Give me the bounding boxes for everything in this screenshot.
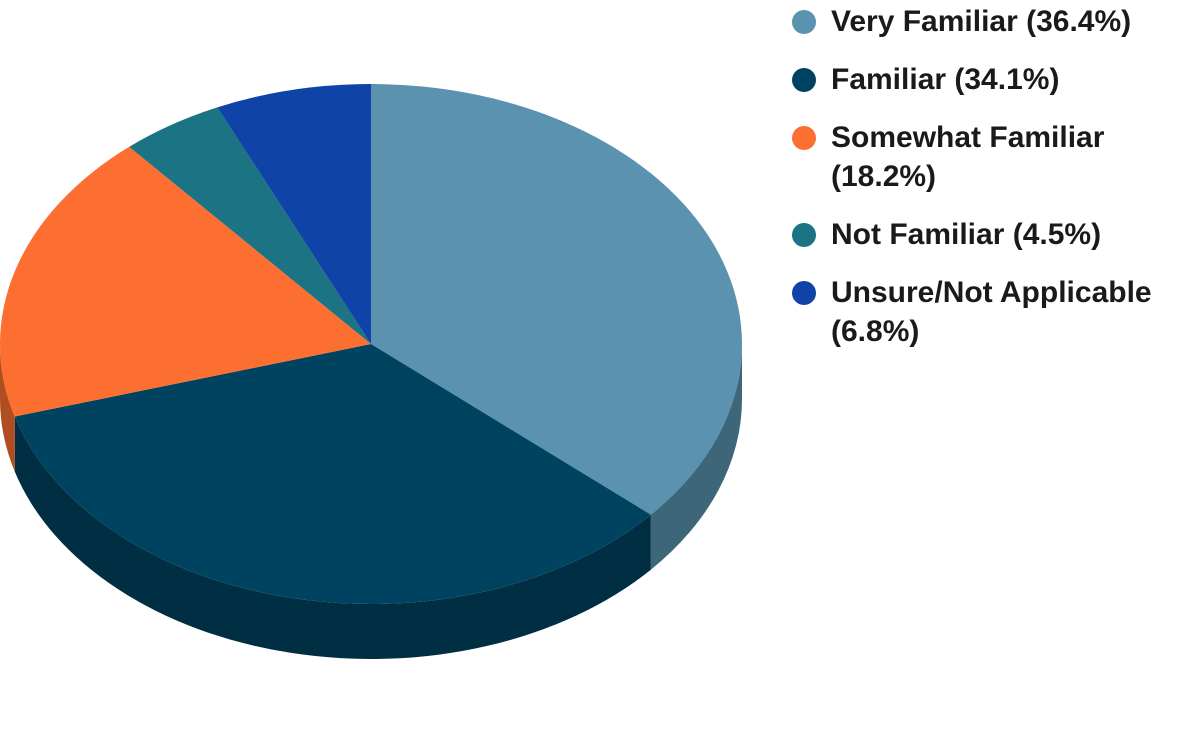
legend: Very Familiar (36.4%) Familiar (34.1%) S… — [790, 2, 1190, 370]
legend-item-somewhat-familiar: Somewhat Familiar (18.2%) — [790, 118, 1190, 196]
legend-label-somewhat-familiar: Somewhat Familiar (18.2%) — [831, 121, 1105, 193]
legend-label-not-familiar: Not Familiar (4.5%) — [831, 218, 1102, 251]
pie-side-walls — [0, 344, 742, 659]
legend-swatch-not-familiar — [792, 223, 816, 247]
pie-slice-unsure-not-applicable — [217, 84, 371, 344]
legend-swatch-very-familiar — [792, 10, 816, 34]
legend-label-very-familiar: Very Familiar (36.4%) — [831, 5, 1132, 38]
pie-side-familiar — [14, 416, 651, 659]
pie-side-somewhat-familiar — [0, 344, 15, 472]
pie-slice-not-familiar — [129, 107, 371, 345]
pie-side-very-familiar — [650, 344, 742, 570]
legend-item-not-familiar: Not Familiar (4.5%) — [790, 215, 1190, 254]
legend-item-very-familiar: Very Familiar (36.4%) — [790, 2, 1190, 41]
pie-top-faces — [0, 84, 742, 604]
legend-swatch-familiar — [792, 68, 816, 92]
legend-swatch-unsure-not-applicable — [792, 281, 816, 305]
legend-item-unsure-not-applicable: Unsure/Not Applicable (6.8%) — [790, 273, 1190, 351]
pie-chart — [0, 84, 742, 659]
legend-item-familiar: Familiar (34.1%) — [790, 60, 1190, 99]
legend-swatch-somewhat-familiar — [792, 126, 816, 150]
legend-label-unsure-not-applicable: Unsure/Not Applicable (6.8%) — [831, 276, 1152, 348]
pie-slice-very-familiar — [371, 84, 742, 515]
legend-label-familiar: Familiar (34.1%) — [831, 63, 1060, 96]
pie-slice-familiar — [14, 344, 651, 604]
pie-slice-somewhat-familiar — [0, 146, 371, 417]
